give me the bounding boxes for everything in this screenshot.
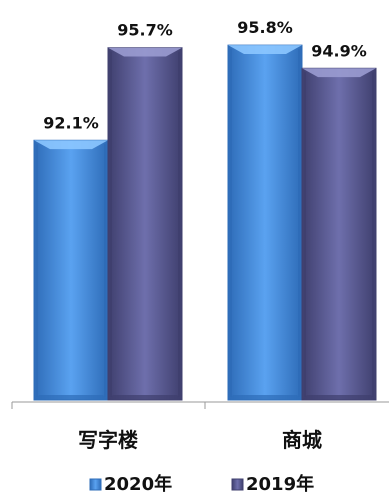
data-label: 94.9% xyxy=(311,41,367,60)
bar-body xyxy=(301,67,377,401)
data-label: 95.8% xyxy=(237,18,293,37)
data-label: 95.7% xyxy=(117,21,173,40)
bar-写字楼-2020年 xyxy=(33,139,109,401)
bar-bottom-bevel xyxy=(302,395,376,400)
x-tick-label: 写字楼 xyxy=(78,428,138,452)
bar-body xyxy=(107,47,183,401)
x-tick-label: 商城 xyxy=(282,428,322,452)
bar-top-bevel xyxy=(228,45,302,54)
bar-top-bevel xyxy=(34,140,108,150)
bar-商城-2020年 xyxy=(227,44,303,401)
bar-bottom-bevel xyxy=(228,395,302,400)
bar-top-bevel xyxy=(302,68,376,78)
legend-item: 2020年 xyxy=(89,473,172,495)
bars-layer xyxy=(33,44,377,401)
legend-swatch xyxy=(231,478,244,491)
bar-bottom-bevel xyxy=(108,395,182,400)
legend-label: 2019年 xyxy=(246,473,314,495)
data-label: 92.1% xyxy=(43,113,99,132)
legend-label: 2020年 xyxy=(104,473,172,495)
bar-body xyxy=(227,44,303,401)
bar-bottom-bevel xyxy=(34,395,108,400)
bar-写字楼-2019年 xyxy=(107,47,183,401)
legend: 2020年 2019年 xyxy=(89,473,314,495)
bar-商城-2019年 xyxy=(301,67,377,401)
legend-item: 2019年 xyxy=(231,473,314,495)
bar-body xyxy=(33,139,109,401)
labels-layer: 92.1% 95.7% 写字楼 95.8% 94.9% 商城 xyxy=(43,18,367,452)
bar-top-bevel xyxy=(108,47,182,57)
legend-swatch xyxy=(89,478,102,491)
